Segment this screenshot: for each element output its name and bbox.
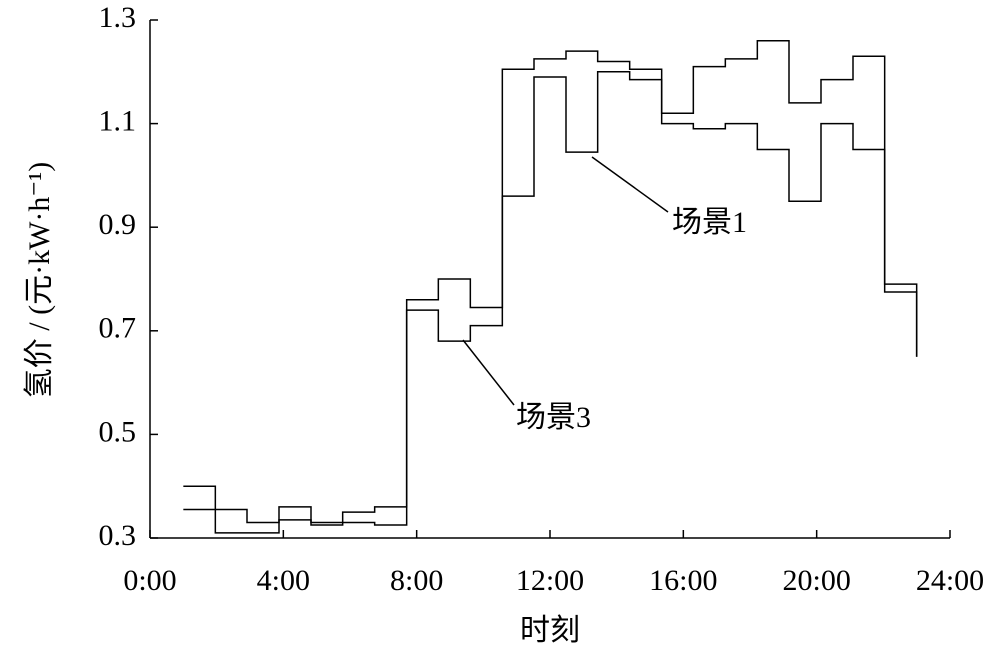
y-tick-label: 1.1 bbox=[99, 104, 137, 137]
annotation: 场景1 bbox=[672, 206, 747, 239]
x-tick-label: 8:00 bbox=[390, 564, 443, 597]
y-tick-label: 0.9 bbox=[99, 208, 137, 241]
x-tick-label: 12:00 bbox=[516, 564, 584, 597]
leader-line bbox=[591, 156, 669, 213]
step-line bbox=[183, 71, 918, 526]
y-tick-label: 0.7 bbox=[99, 312, 137, 345]
y-tick-label: 1.3 bbox=[99, 1, 137, 34]
x-tick-label: 0:00 bbox=[123, 564, 176, 597]
x-tick-label: 20:00 bbox=[782, 564, 850, 597]
y-axis-title: 氢价 / (元·kW·h⁻¹) bbox=[23, 162, 56, 398]
y-tick-label: 0.5 bbox=[99, 415, 137, 448]
x-tick-label: 4:00 bbox=[257, 564, 310, 597]
x-axis-title: 时刻 bbox=[520, 614, 580, 647]
step-line bbox=[183, 39, 918, 534]
leader-line bbox=[462, 339, 515, 406]
x-tick-label: 16:00 bbox=[649, 564, 717, 597]
x-tick-label: 24:00 bbox=[916, 564, 984, 597]
annotation: 场景3 bbox=[516, 401, 591, 434]
y-tick-label: 0.3 bbox=[99, 519, 137, 552]
